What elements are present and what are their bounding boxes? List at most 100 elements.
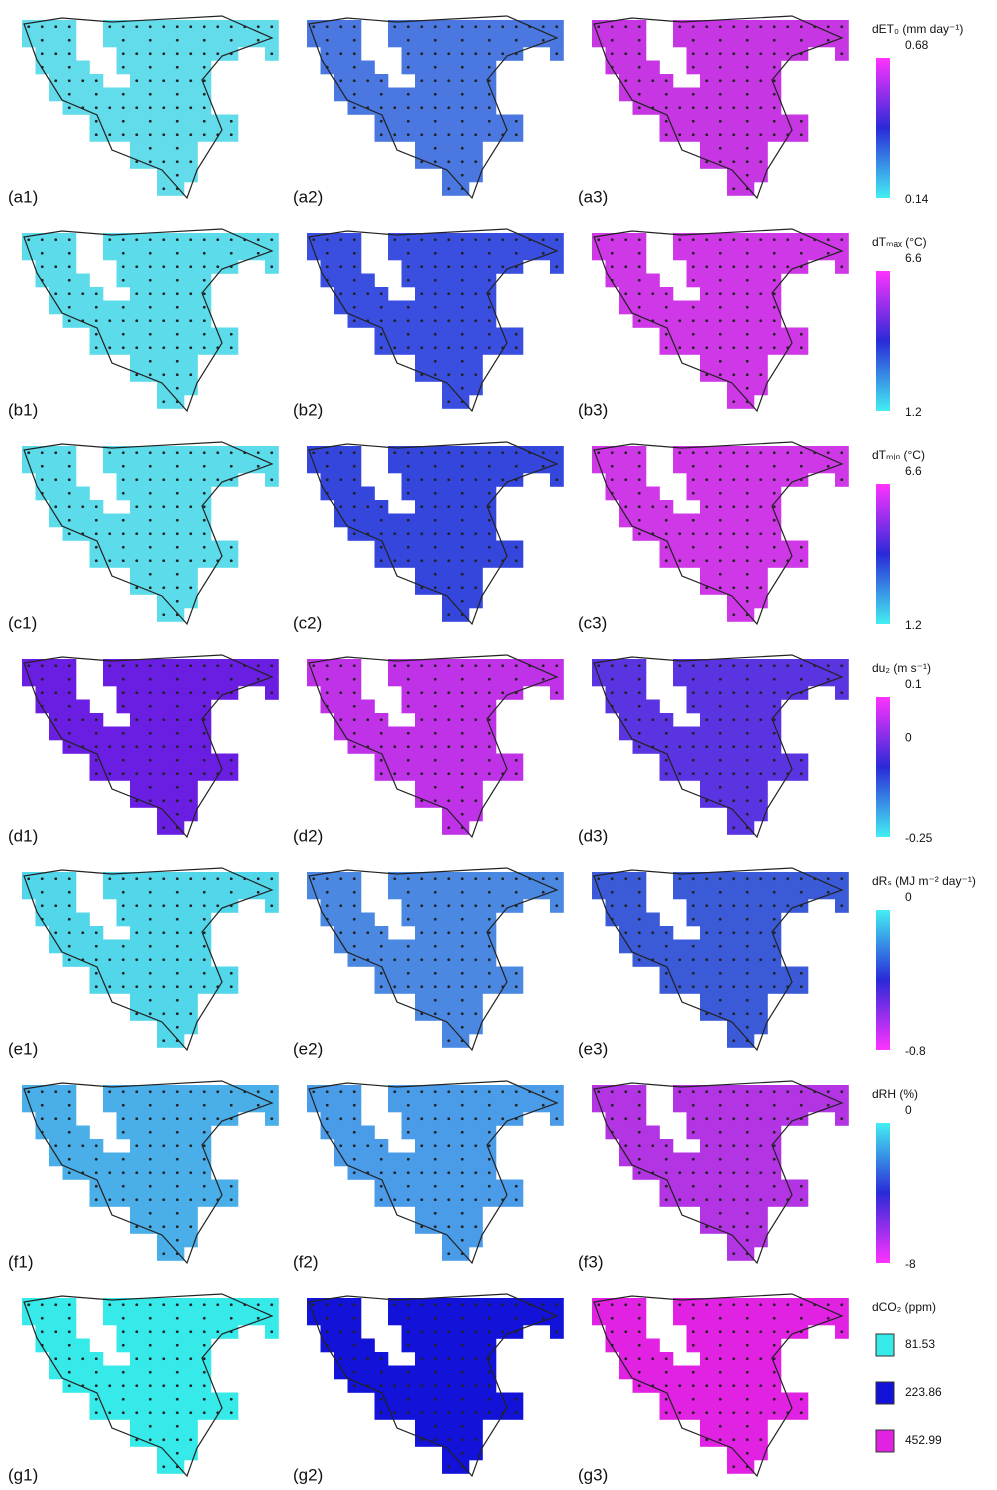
station-dot	[799, 1316, 803, 1320]
station-dot	[67, 1330, 71, 1334]
station-dot	[325, 677, 329, 681]
grid-cell	[808, 1311, 822, 1326]
station-dot	[460, 79, 464, 83]
grid-cell	[334, 726, 348, 741]
station-dot	[610, 1117, 614, 1121]
station-dot	[474, 559, 478, 563]
station-dot	[148, 238, 152, 242]
station-dot	[487, 1411, 491, 1415]
station-dot	[772, 1130, 776, 1134]
station-dot	[610, 691, 614, 695]
station-dot	[664, 545, 668, 549]
station-dot	[487, 464, 491, 468]
station-dot	[406, 1157, 410, 1161]
grid-cell	[781, 327, 795, 342]
grid-cell	[673, 753, 687, 768]
station-dot	[718, 758, 722, 762]
station-dot	[406, 971, 410, 975]
station-dot	[148, 518, 152, 522]
grid-cell	[157, 753, 171, 768]
station-dot	[826, 238, 830, 242]
basin-outline	[308, 654, 559, 839]
station-dot	[487, 731, 491, 735]
station-dot	[474, 904, 478, 908]
station-dot	[162, 52, 166, 56]
station-dot	[135, 25, 139, 29]
station-dot	[745, 704, 749, 708]
station-dot	[67, 305, 71, 309]
station-dot	[433, 917, 437, 921]
station-dot	[270, 1117, 274, 1121]
station-dot	[393, 559, 397, 563]
grid-cell	[184, 1365, 198, 1380]
station-dot	[460, 971, 464, 975]
station-dot	[678, 346, 682, 350]
grid-cell	[184, 1338, 198, 1353]
grid-cell	[673, 540, 687, 555]
station-dot	[447, 265, 451, 269]
station-dot	[745, 133, 749, 137]
station-dot	[745, 25, 749, 29]
station-dot	[121, 65, 125, 69]
grid-cell	[469, 1338, 483, 1353]
station-dot	[148, 1117, 152, 1121]
station-dot	[514, 1090, 518, 1094]
station-dot	[718, 545, 722, 549]
station-dot	[474, 505, 478, 509]
station-dot	[162, 1144, 166, 1148]
station-dot	[501, 25, 505, 29]
station-dot	[148, 1130, 152, 1134]
station-dot	[175, 1451, 179, 1455]
station-dot	[745, 1130, 749, 1134]
grid-cell	[469, 354, 483, 369]
grid-cell	[415, 1311, 429, 1326]
grid-cell	[754, 993, 768, 1008]
grid-cell	[361, 87, 375, 102]
station-dot	[501, 1090, 505, 1094]
station-dot	[474, 52, 478, 56]
station-dot	[202, 931, 206, 935]
station-dot	[229, 758, 233, 762]
station-dot	[189, 904, 193, 908]
station-dot	[840, 1303, 844, 1307]
station-dot	[610, 890, 614, 894]
station-dot	[718, 691, 722, 695]
station-dot	[745, 1103, 749, 1107]
station-dot	[67, 704, 71, 708]
station-dot	[637, 1384, 641, 1388]
station-dot	[393, 238, 397, 242]
station-dot	[799, 1411, 803, 1415]
grid-cell	[103, 246, 117, 261]
station-dot	[447, 1198, 451, 1202]
station-dot	[135, 1384, 139, 1388]
station-dot	[67, 292, 71, 296]
grid-cell	[442, 993, 456, 1008]
station-dot	[175, 917, 179, 921]
grid-cell	[49, 726, 63, 741]
grid-cell	[157, 993, 171, 1008]
grid-cell	[388, 753, 402, 768]
grid-cell	[619, 246, 633, 261]
station-dot	[148, 545, 152, 549]
station-dot	[772, 65, 776, 69]
station-dot	[270, 1303, 274, 1307]
station-dot	[94, 518, 98, 522]
grid-cell	[442, 540, 456, 555]
station-dot	[40, 38, 44, 42]
station-dot	[216, 52, 220, 56]
station-dot	[121, 917, 125, 921]
station-dot	[597, 238, 601, 242]
station-dot	[121, 251, 125, 255]
station-dot	[772, 451, 776, 455]
station-dot	[67, 877, 71, 881]
station-dot	[487, 1303, 491, 1307]
station-dot	[501, 1117, 505, 1121]
station-dot	[420, 1198, 424, 1202]
grid-cell	[49, 33, 63, 48]
station-dot	[637, 491, 641, 495]
station-dot	[447, 691, 451, 695]
station-dot	[175, 1424, 179, 1428]
station-dot	[474, 1357, 478, 1361]
station-dot	[474, 877, 478, 881]
grid-cell	[727, 1233, 741, 1248]
